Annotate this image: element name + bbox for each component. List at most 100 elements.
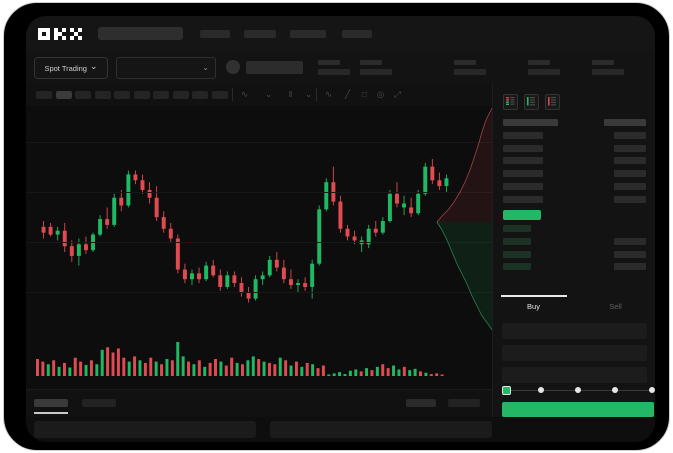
market-type-label: Spot Trading [44,63,87,73]
order-book-bid-amount [614,250,646,258]
timeframe-chip-3[interactable] [75,91,91,99]
tab-buy[interactable]: Buy [493,295,574,317]
stat-last-price [318,60,350,75]
coin-avatar [226,60,240,74]
ob-mode-both-icon[interactable] [503,94,518,110]
stat-24h-volume [592,60,624,75]
stat-24h-low [528,60,560,75]
tab-open-orders[interactable] [34,399,68,407]
tab-export[interactable] [448,399,480,407]
toolbar-divider [232,88,233,101]
settings-chevron-icon[interactable]: ⌄ [304,89,313,100]
timeframe-chip-5[interactable] [114,91,130,99]
chart-toolbar: ∿ ⌄ ‖ ⌄ ∿ ╱ □ ◎ ⤢ [26,83,492,107]
current-pair-label [246,61,303,74]
stat-24h-change [360,60,392,75]
candles-svg [41,158,449,303]
slider-stop-100[interactable] [649,387,655,393]
order-book-ask-row[interactable] [503,144,543,152]
order-book-spread-highlight[interactable] [503,210,541,221]
tab-sell-label: Sell [609,301,622,311]
order-amount-field[interactable] [502,345,647,361]
chart-gridline [26,192,492,193]
order-book-ask-amount [614,144,646,152]
timeframe-chip-6[interactable] [133,91,150,99]
timeframe-chip-1[interactable] [36,91,52,99]
order-book-ask-row[interactable] [503,170,543,178]
indicator-icon[interactable]: ∿ [240,89,249,100]
device-screen: Spot Trading ⌄ ⌄ [26,16,655,442]
tab-active-underline [34,412,68,414]
gear-icon[interactable]: ◎ [376,89,385,100]
orders-tab-bar [26,389,492,418]
camera-icon[interactable]: □ [361,89,368,100]
order-book-header[interactable] [503,119,558,126]
market-type-dropdown[interactable]: Spot Trading ⌄ [34,57,108,79]
amount-percent-slider[interactable] [502,385,655,395]
timeframe-chip-10[interactable] [211,91,228,99]
timeframe-chip-2[interactable] [55,91,72,99]
slider-handle[interactable] [502,385,511,395]
order-book-ask-row[interactable] [503,195,543,203]
tab-order-history[interactable] [82,399,116,407]
compare-icon[interactable]: ⌄ [264,89,273,100]
market-depth-overlay [434,106,492,331]
tab-sell[interactable]: Sell [575,295,655,317]
device-frame: Spot Trading ⌄ ⌄ [3,2,670,451]
nav-item-trade[interactable] [200,30,230,38]
order-book-ask-row[interactable] [503,182,543,190]
timeframe-chip-8[interactable] [172,91,189,99]
app-header [26,16,655,51]
order-book-ask-amount [614,132,646,139]
panel-positions[interactable] [34,421,256,438]
ob-mode-asks-icon[interactable] [545,94,560,110]
order-book-header-amount [604,119,646,126]
chart-type-icon[interactable]: ‖ [288,89,293,100]
panel-assets[interactable] [270,421,492,438]
order-book-ask-row[interactable] [503,132,543,139]
order-book-bid-row[interactable] [503,263,531,271]
chevron-down-icon: ⌄ [202,63,209,72]
tab-filter[interactable] [406,399,436,407]
timeframe-chip-4[interactable] [94,91,111,99]
order-book-bid-row[interactable] [503,250,531,258]
order-total-field[interactable] [502,367,647,383]
order-book-bid-row[interactable] [503,225,531,233]
place-buy-order-button[interactable] [502,402,654,417]
chevron-down-icon: ⌄ [89,60,98,71]
okx-logo[interactable] [38,28,88,40]
trading-pair-dropdown[interactable]: ⌄ [116,57,216,79]
slider-stop-75[interactable] [612,387,618,393]
order-book-ask-amount [614,170,646,178]
timeframe-chip-9[interactable] [192,91,208,99]
fullscreen-icon[interactable]: ⤢ [394,89,401,100]
ob-mode-bids-icon[interactable] [524,94,539,110]
order-price-field[interactable] [502,323,647,339]
slider-stop-50[interactable] [575,387,581,393]
timeframe-chip-7[interactable] [153,91,169,99]
nav-item-markets[interactable] [244,30,276,38]
order-entry-form [492,317,655,417]
candlestick-chart[interactable] [26,106,492,331]
slider-stop-25[interactable] [538,387,544,393]
drawing-tool-icon[interactable]: ╱ [344,89,351,100]
order-book-bid-row[interactable] [503,237,531,245]
order-book-ask-amount [614,157,646,165]
chart-gridline [26,142,492,143]
line-chart-icon[interactable]: ∿ [324,89,333,100]
nav-item-more[interactable] [342,30,372,38]
order-book-ask-row[interactable] [503,157,543,165]
order-book-ask-amount [614,182,646,190]
stat-24h-high [454,60,486,75]
market-subheader: Spot Trading ⌄ ⌄ [26,51,655,84]
order-book-bid-amount [614,237,646,245]
search-input[interactable] [98,27,183,40]
order-book-bid-amount [614,263,646,271]
order-book-panel [492,83,655,295]
order-book-mode-group [503,94,560,110]
buy-sell-tab-bar: Buy Sell [492,295,655,317]
volume-svg [36,342,444,376]
nav-item-earn[interactable] [290,30,326,38]
chart-gridline [26,242,492,243]
